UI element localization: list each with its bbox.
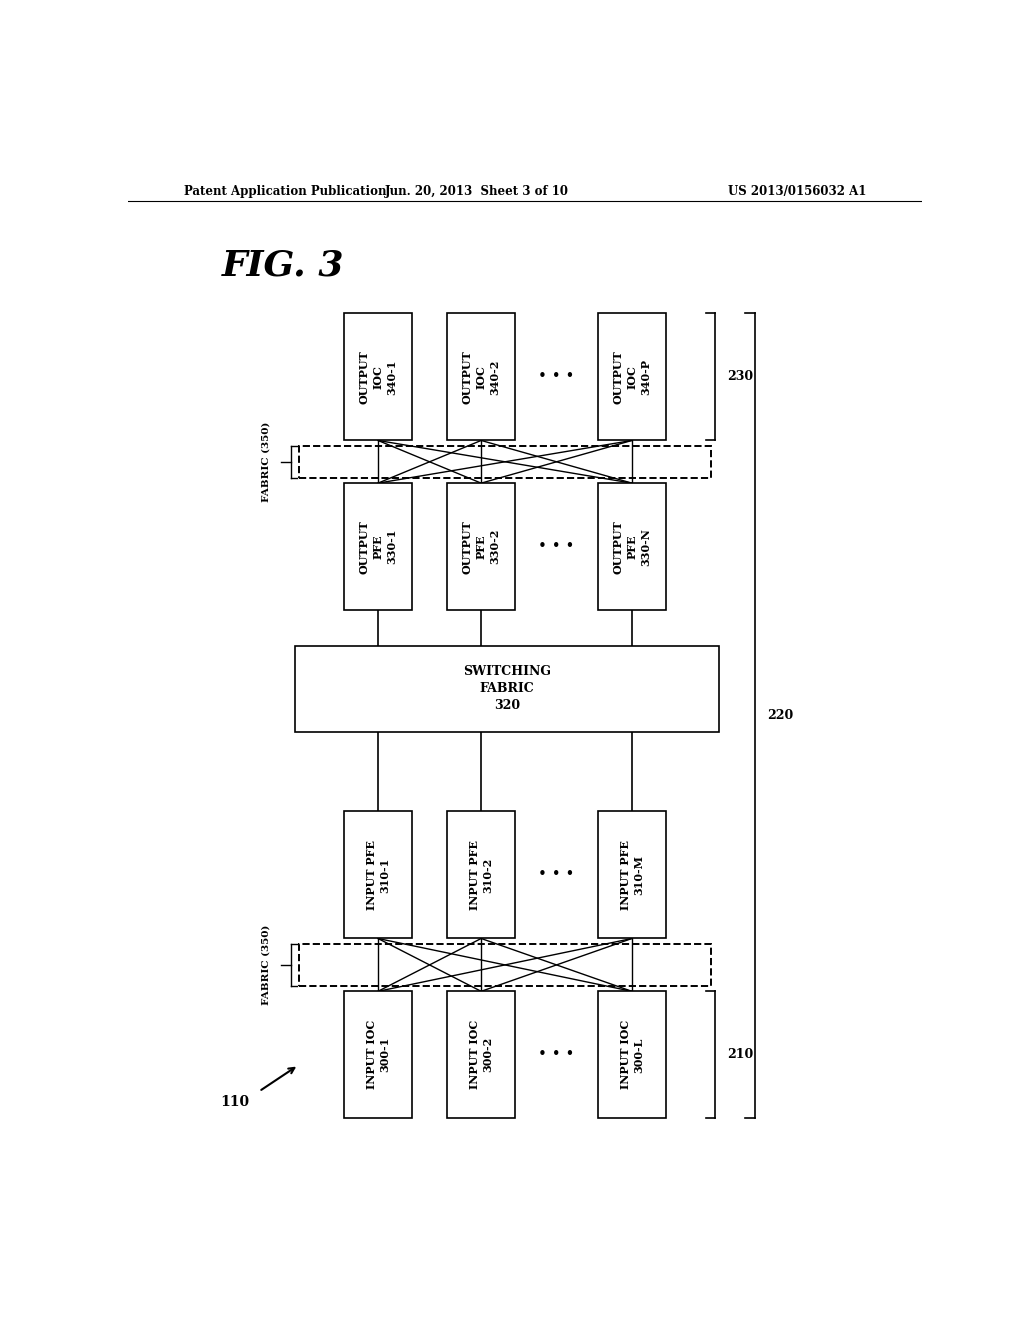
Text: 230: 230: [727, 371, 754, 383]
Text: SWITCHING
FABRIC
320: SWITCHING FABRIC 320: [463, 665, 551, 713]
Bar: [598, 991, 666, 1118]
Bar: [299, 944, 712, 986]
Bar: [344, 313, 412, 441]
Bar: [447, 313, 515, 441]
Text: OUTPUT
IOC
340-P: OUTPUT IOC 340-P: [612, 350, 651, 404]
Bar: [344, 483, 412, 610]
Text: 110: 110: [220, 1094, 250, 1109]
Text: INPUT PFE
310-M: INPUT PFE 310-M: [620, 840, 644, 909]
Text: • • •: • • •: [539, 370, 574, 384]
Text: Patent Application Publication: Patent Application Publication: [183, 185, 386, 198]
Bar: [598, 313, 666, 441]
Text: FABRIC (350): FABRIC (350): [262, 925, 270, 1005]
Bar: [299, 446, 712, 478]
Text: • • •: • • •: [539, 867, 574, 883]
Text: OUTPUT
IOC
340-1: OUTPUT IOC 340-1: [358, 350, 397, 404]
Text: INPUT IOC
300-1: INPUT IOC 300-1: [366, 1020, 390, 1089]
Bar: [344, 991, 412, 1118]
Text: US 2013/0156032 A1: US 2013/0156032 A1: [728, 185, 866, 198]
Text: • • •: • • •: [539, 1047, 574, 1063]
Text: OUTPUT
PFE
330-N: OUTPUT PFE 330-N: [612, 520, 651, 573]
Text: INPUT IOC
300-2: INPUT IOC 300-2: [469, 1020, 494, 1089]
Text: • • •: • • •: [539, 539, 574, 554]
Text: INPUT PFE
310-2: INPUT PFE 310-2: [469, 840, 494, 909]
Text: 220: 220: [767, 709, 794, 722]
Bar: [447, 991, 515, 1118]
Bar: [344, 812, 412, 939]
Bar: [447, 483, 515, 610]
Text: FIG. 3: FIG. 3: [221, 248, 344, 282]
Text: INPUT IOC
300-L: INPUT IOC 300-L: [620, 1020, 644, 1089]
Text: OUTPUT
IOC
340-2: OUTPUT IOC 340-2: [462, 350, 501, 404]
Bar: [447, 812, 515, 939]
Bar: [295, 645, 719, 733]
Text: OUTPUT
PFE
330-1: OUTPUT PFE 330-1: [358, 520, 397, 573]
Text: INPUT PFE
310-1: INPUT PFE 310-1: [366, 840, 390, 909]
Text: 210: 210: [727, 1048, 754, 1061]
Text: Jun. 20, 2013  Sheet 3 of 10: Jun. 20, 2013 Sheet 3 of 10: [385, 185, 569, 198]
Bar: [598, 812, 666, 939]
Text: FABRIC (350): FABRIC (350): [262, 421, 270, 502]
Text: OUTPUT
PFE
330-2: OUTPUT PFE 330-2: [462, 520, 501, 573]
Bar: [598, 483, 666, 610]
